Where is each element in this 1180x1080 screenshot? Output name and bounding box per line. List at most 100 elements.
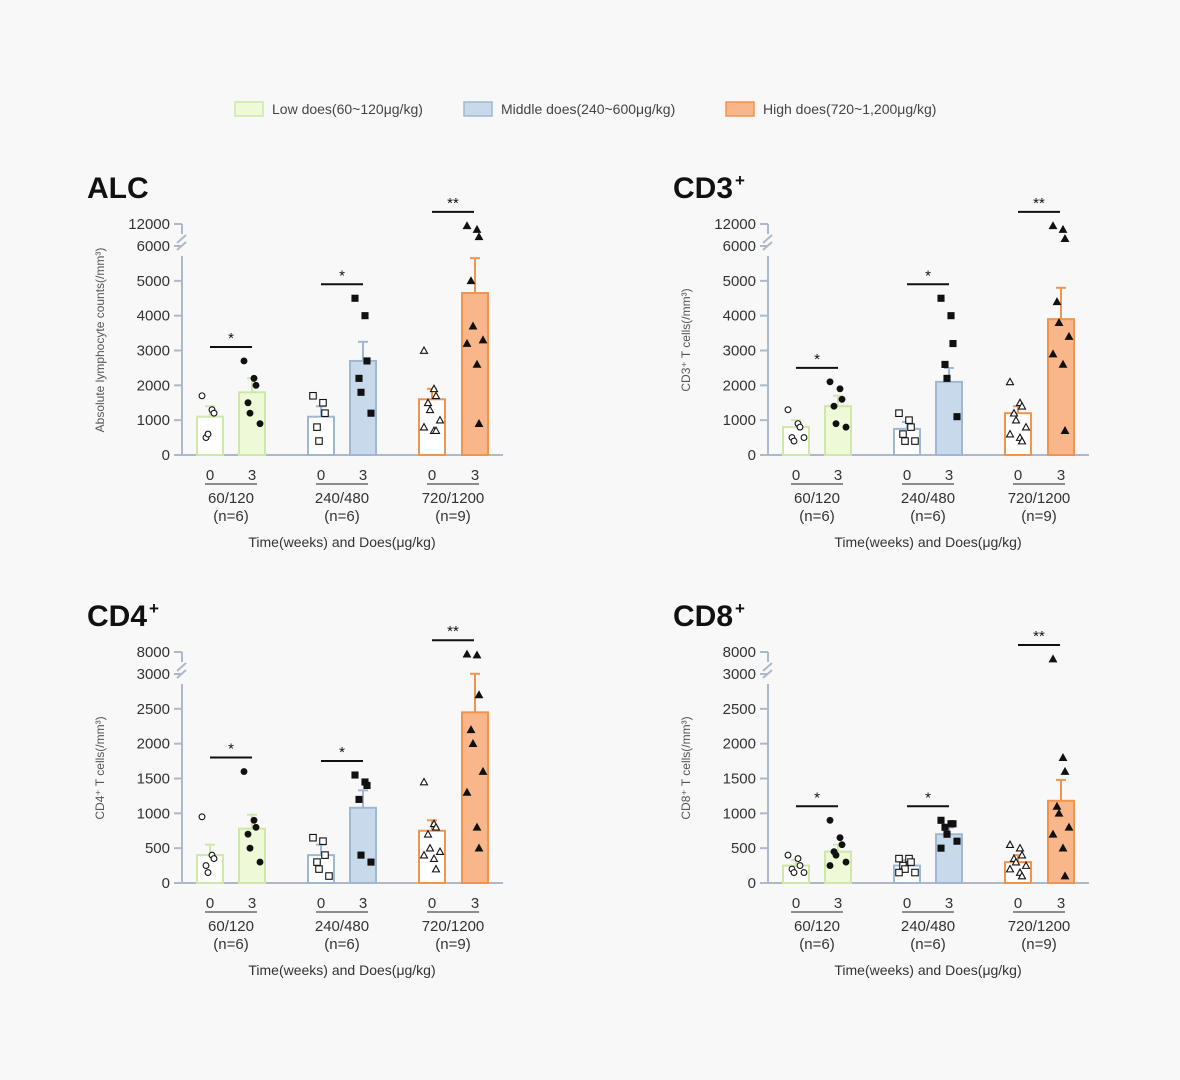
group-dose-label: 60/120	[794, 918, 840, 935]
y-tick-label: 5000	[137, 273, 170, 290]
group-dose-label: 240/480	[901, 490, 955, 507]
data-point	[431, 391, 441, 400]
x-tick-label: 3	[834, 895, 842, 912]
group-dose-label: 720/1200	[422, 918, 485, 935]
group-n-label: (n=6)	[324, 508, 359, 525]
x-tick-label: 0	[1014, 895, 1022, 912]
data-point	[468, 321, 478, 330]
group-n-label: (n=6)	[324, 936, 359, 953]
data-point	[836, 834, 844, 842]
panel-title-superscript: +	[149, 599, 159, 618]
data-point	[419, 777, 429, 786]
x-tick-label: 0	[428, 467, 436, 484]
x-tick-label: 0	[428, 895, 436, 912]
data-point	[367, 858, 375, 866]
data-point	[355, 374, 363, 382]
panel-title: CD8	[673, 600, 733, 633]
data-point	[425, 405, 435, 414]
data-point	[309, 391, 317, 400]
group-dose-label: 720/1200	[1008, 490, 1071, 507]
data-point	[1048, 221, 1058, 230]
data-point	[431, 864, 441, 873]
data-point	[838, 395, 846, 403]
bar-60/120-week-3	[238, 827, 266, 884]
x-tick-label: 0	[206, 895, 214, 912]
data-point	[202, 862, 210, 870]
data-point	[832, 851, 840, 859]
x-tick-label: 3	[471, 895, 479, 912]
data-point	[941, 823, 949, 831]
data-point	[355, 795, 363, 803]
group-n-label: (n=6)	[213, 508, 248, 525]
data-point	[256, 858, 264, 866]
y-tick-label: 4000	[137, 308, 170, 325]
data-point	[1017, 401, 1027, 410]
data-point	[905, 416, 913, 424]
data-point	[198, 813, 206, 821]
y-tick-label: 5000	[723, 273, 756, 290]
data-point	[1052, 297, 1062, 306]
data-point	[1021, 422, 1031, 431]
y-tick-label: 1000	[723, 412, 756, 429]
group-dose-label: 240/480	[901, 918, 955, 935]
data-point	[1060, 425, 1070, 434]
data-point	[901, 437, 909, 445]
data-point	[1054, 318, 1064, 326]
significance-star: *	[814, 351, 820, 368]
y-axis-label: CD8⁺ T cells(/mm³)	[679, 716, 693, 819]
data-point	[796, 423, 804, 431]
data-point	[204, 430, 212, 438]
data-point	[357, 851, 365, 859]
data-point	[1011, 857, 1021, 866]
data-point	[478, 335, 488, 344]
y-tick-label: 0	[162, 447, 170, 464]
data-point	[832, 420, 840, 428]
bar-720/1200-week-0	[418, 398, 446, 456]
y-axis-label: CD4⁺ T cells(/mm³)	[93, 716, 107, 819]
data-point	[790, 437, 798, 445]
data-point	[1005, 377, 1015, 386]
data-point	[315, 865, 323, 873]
legend-swatch-2	[725, 101, 755, 117]
legend-label-2: High does(720~1,200μg/kg)	[763, 101, 936, 117]
data-point	[895, 409, 903, 418]
data-point	[478, 766, 488, 775]
data-point	[198, 392, 206, 400]
y-tick-label: 6000	[137, 238, 170, 255]
y-axis-label: Absolute lymphocyte counts(/mm³)	[93, 248, 107, 433]
data-point	[313, 858, 321, 866]
x-tick-label: 3	[359, 895, 367, 912]
data-point	[790, 869, 798, 876]
significance-star: *	[228, 741, 234, 758]
significance-star: *	[814, 789, 820, 806]
data-point	[244, 399, 252, 407]
y-tick-label: 3000	[137, 666, 170, 683]
x-axis-title: Time(weeks) and Does(μg/kg)	[834, 962, 1021, 978]
panel-title-superscript: +	[735, 171, 745, 190]
data-point	[240, 768, 248, 775]
x-axis-title: Time(weeks) and Does(μg/kg)	[248, 962, 435, 978]
panel-cd4: CD4 + CD4⁺ T cells(/mm³) 0 500 1000 1500 2000 25…	[87, 599, 503, 978]
group-n-label: (n=6)	[799, 936, 834, 953]
data-point	[953, 837, 961, 845]
data-point	[250, 374, 258, 382]
data-point	[462, 338, 472, 347]
bar-60/120-week-3	[238, 391, 266, 456]
bar-720/1200-week-3	[461, 292, 489, 456]
legend-label-1: Middle does(240~600μg/kg)	[501, 101, 675, 117]
data-point	[895, 854, 903, 863]
significance-star: **	[447, 195, 459, 212]
data-point	[466, 725, 476, 734]
data-point	[315, 437, 323, 445]
data-point	[351, 771, 359, 779]
panel-title-superscript: +	[735, 599, 745, 618]
data-point	[435, 847, 445, 856]
x-tick-label: 3	[1057, 467, 1065, 484]
group-n-label: (n=6)	[213, 936, 248, 953]
data-point	[474, 232, 484, 241]
data-point	[907, 423, 915, 431]
data-point	[1005, 864, 1015, 873]
y-tick-label: 2500	[723, 701, 756, 718]
axis-break-mark	[176, 234, 187, 251]
